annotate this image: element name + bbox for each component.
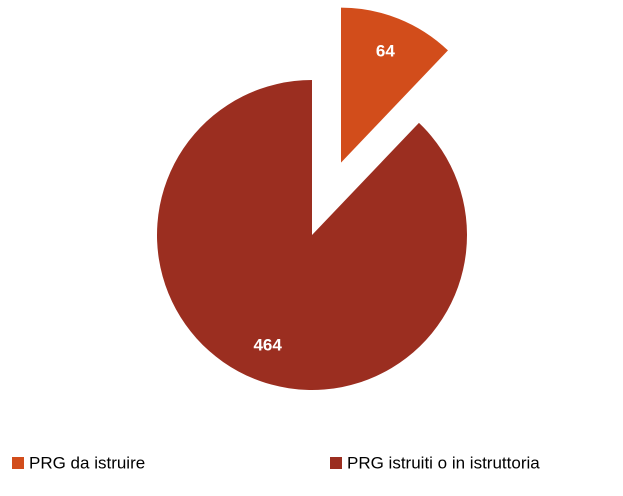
data-label: 64 xyxy=(376,41,395,60)
legend-swatch xyxy=(12,457,24,469)
pie-slice xyxy=(156,80,468,390)
legend-label: PRG istruiti o in istruttoria xyxy=(347,453,540,472)
pie-slice xyxy=(340,7,448,163)
data-label: 464 xyxy=(253,335,282,354)
legend-label: PRG da istruire xyxy=(29,453,145,472)
legend-swatch xyxy=(330,457,342,469)
